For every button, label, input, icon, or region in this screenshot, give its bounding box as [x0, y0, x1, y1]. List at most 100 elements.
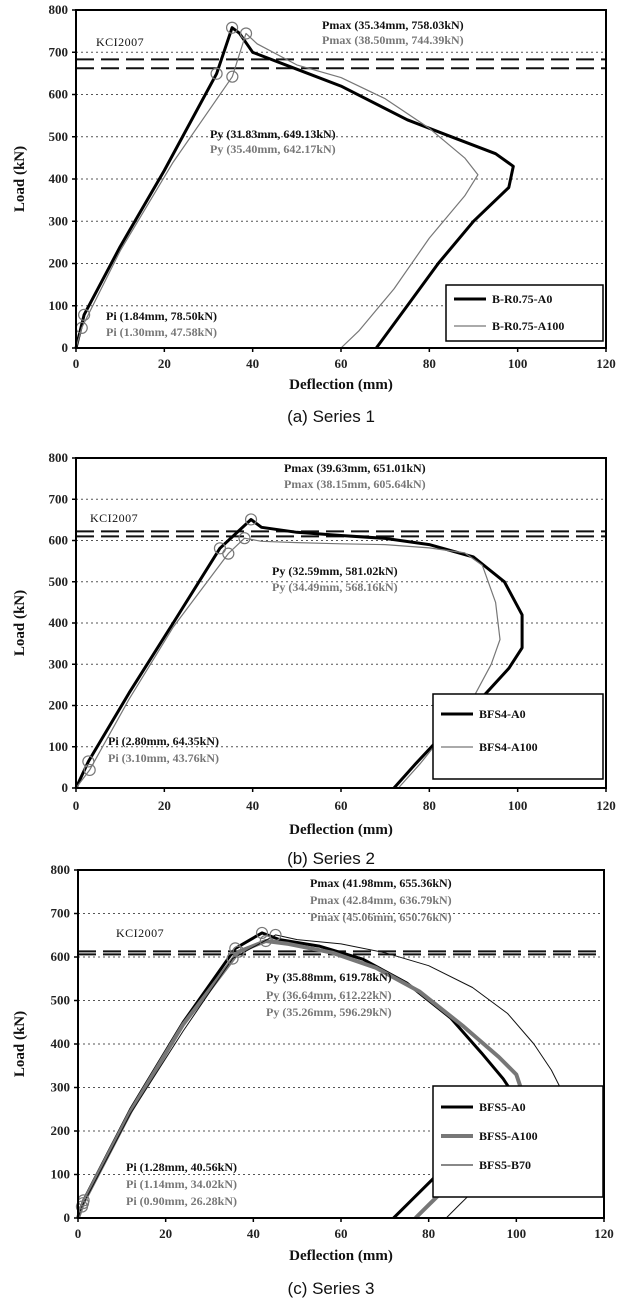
chart-series-3: KCI2007 0 100 200 300 400 500 600 700 800 0 20 40 60 8…	[12, 862, 614, 1298]
x-tick-label: 80	[422, 1226, 435, 1241]
point-annotation: Pmax (42.84mm, 636.79kN)	[310, 893, 452, 907]
point-marker	[83, 763, 96, 777]
chart-caption: (c) Series 3	[288, 1279, 375, 1298]
point-annotation: Py (31.83mm, 649.13kN)	[210, 127, 336, 141]
x-tick-label: 0	[73, 356, 80, 371]
point-annotation: Pi (3.10mm, 43.76kN)	[108, 751, 219, 765]
y-tick-label: 600	[51, 949, 71, 964]
y-tick-label: 100	[49, 298, 69, 313]
x-tick-label: 120	[594, 1226, 614, 1241]
x-tick-label: 80	[423, 798, 436, 813]
legend-label: BFS4-A100	[479, 740, 538, 754]
point-annotation: Py (35.88mm, 619.78kN)	[266, 970, 392, 984]
y-tick-label: 800	[51, 862, 71, 877]
y-tick-label: 800	[49, 450, 69, 465]
y-tick-label: 600	[49, 533, 69, 548]
point-marker	[222, 547, 235, 560]
x-tick-label: 120	[596, 798, 616, 813]
x-tick-label: 100	[507, 1226, 527, 1241]
kci-label: KCI2007	[116, 926, 164, 940]
point-marker	[226, 70, 239, 83]
y-tick-label: 200	[51, 1123, 71, 1138]
point-annotation: Pi (1.30mm, 47.58kN)	[106, 325, 217, 339]
y-axis-label: Load (kN)	[12, 1011, 28, 1077]
y-tick-label: 500	[49, 574, 69, 589]
y-tick-label: 600	[49, 87, 69, 102]
y-tick-label: 0	[62, 780, 69, 795]
chart-caption: (a) Series 1	[287, 407, 375, 426]
x-tick-label: 20	[159, 1226, 172, 1241]
y-tick-label: 500	[51, 993, 71, 1008]
x-tick-label: 40	[246, 798, 259, 813]
y-tick-label: 400	[49, 171, 69, 186]
point-marker	[226, 952, 239, 965]
y-tick-label: 800	[49, 2, 69, 17]
legend-label: BFS4-A0	[479, 707, 526, 721]
y-tick-label: 700	[49, 44, 69, 59]
y-axis-label: Load (kN)	[12, 146, 28, 212]
x-axis-label: Deflection (mm)	[289, 822, 393, 838]
point-annotation: Pi (2.80mm, 64.35kN)	[108, 734, 219, 748]
x-tick-label: 40	[247, 1226, 260, 1241]
point-marker	[78, 308, 91, 321]
point-annotation: Pmax (38.15mm, 605.64kN)	[284, 477, 426, 491]
kci-label: KCI2007	[90, 511, 138, 525]
x-tick-label: 100	[508, 356, 528, 371]
y-tick-label: 700	[51, 906, 71, 921]
series-line	[74, 26, 515, 349]
legend-box	[432, 693, 604, 780]
point-marker	[269, 928, 282, 942]
point-marker	[255, 926, 269, 940]
y-tick-label: 200	[49, 256, 69, 271]
point-marker	[75, 1200, 89, 1213]
x-tick-label: 60	[335, 798, 348, 813]
x-tick-label: 120	[596, 356, 616, 371]
point-marker	[82, 755, 95, 768]
y-tick-label: 700	[49, 491, 69, 506]
y-tick-label: 0	[62, 340, 69, 355]
legend-label: B-R0.75-A100	[492, 319, 564, 333]
series-line	[75, 32, 479, 349]
point-annotation: Pi (1.14mm, 34.02kN)	[126, 1177, 237, 1191]
legend-label: BFS5-A0	[479, 1100, 526, 1114]
point-annotation: Pmax (39.63mm, 651.01kN)	[284, 461, 426, 475]
point-annotation: Py (32.59mm, 581.02kN)	[272, 564, 398, 578]
y-tick-label: 500	[49, 129, 69, 144]
chart-series-1: KCI2007 0 100 200 300 400 500 600 700 800 0 20 40 60 8…	[12, 2, 616, 426]
point-annotation: Pi (1.28mm, 40.56kN)	[126, 1160, 237, 1174]
y-tick-label: 400	[49, 615, 69, 630]
y-tick-label: 300	[49, 213, 69, 228]
point-marker	[210, 67, 223, 80]
point-annotation: Py (34.49mm, 568.16kN)	[272, 580, 398, 594]
point-annotation: Py (35.40mm, 642.17kN)	[210, 142, 336, 156]
point-annotation: Pi (1.84mm, 78.50kN)	[106, 309, 217, 323]
y-tick-label: 0	[64, 1210, 71, 1225]
x-tick-label: 20	[158, 356, 171, 371]
x-axis-label: Deflection (mm)	[289, 377, 393, 393]
x-tick-label: 40	[246, 356, 259, 371]
point-annotation: Pmax (38.50mm, 744.39kN)	[322, 33, 464, 47]
point-marker	[259, 934, 272, 948]
point-annotation: Py (35.26mm, 596.29kN)	[266, 1005, 392, 1019]
x-tick-label: 60	[335, 1226, 348, 1241]
series-line	[74, 518, 524, 790]
x-tick-label: 100	[508, 798, 528, 813]
x-tick-label: 0	[75, 1226, 82, 1241]
point-annotation: Py (36.64mm, 612.22kN)	[266, 988, 392, 1002]
point-annotation: Pmax (41.98mm, 655.36kN)	[310, 876, 452, 890]
legend-label: BFS5-B70	[479, 1158, 531, 1172]
point-marker	[239, 27, 253, 40]
point-marker	[232, 945, 245, 958]
series-line	[75, 537, 501, 789]
point-marker	[244, 513, 258, 526]
point-marker	[238, 532, 251, 545]
point-annotation: Pmax (35.34mm, 758.03kN)	[322, 18, 464, 32]
y-tick-label: 100	[51, 1167, 71, 1182]
legend-box	[445, 284, 604, 342]
x-tick-label: 60	[335, 356, 348, 371]
y-tick-label: 400	[51, 1036, 71, 1051]
x-tick-label: 20	[158, 798, 171, 813]
legend-label: BFS5-A100	[479, 1129, 538, 1143]
kci-label: KCI2007	[96, 35, 144, 49]
x-axis-label: Deflection (mm)	[289, 1248, 393, 1264]
